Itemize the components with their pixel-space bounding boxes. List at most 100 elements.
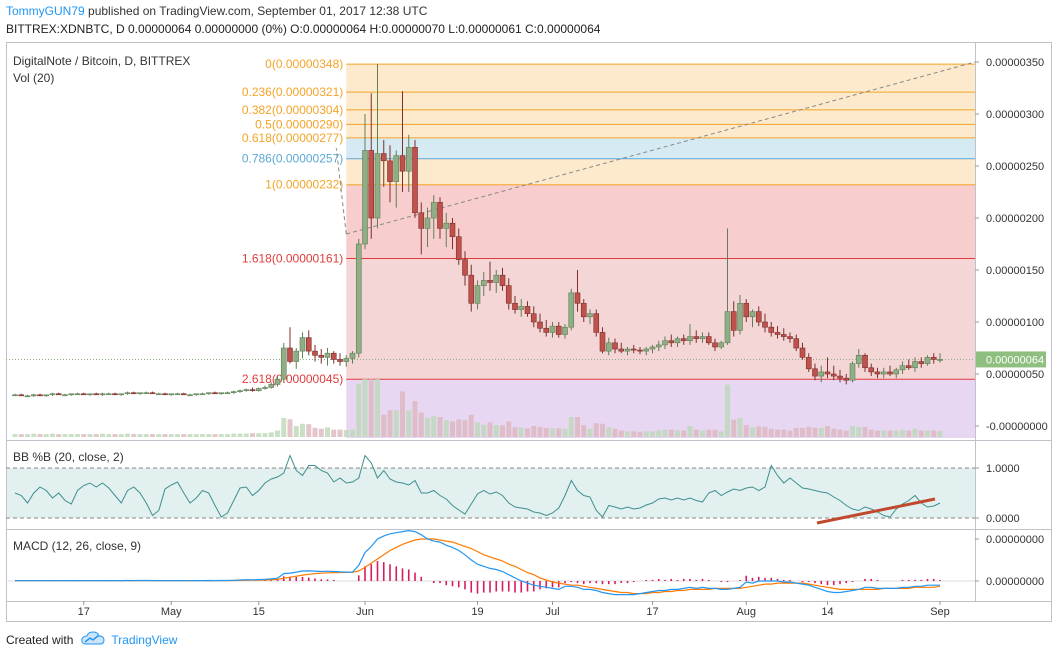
macd-tick-label: 0.00000000: [986, 576, 1044, 588]
candle-body: [474, 285, 481, 304]
volume-bar: [175, 434, 180, 437]
candle-body: [687, 336, 693, 342]
candle-body: [99, 393, 106, 396]
volume-bar: [806, 426, 812, 437]
candle-body: [330, 352, 337, 360]
candle-body: [693, 336, 700, 339]
candle-body: [418, 212, 425, 229]
bb-band-fill: [7, 468, 975, 518]
volume-bar: [562, 428, 568, 437]
candle-body: [343, 358, 350, 362]
bb-tick-label: 1.0000: [986, 463, 1020, 475]
macd-line: [14, 529, 940, 596]
candle-body: [549, 325, 556, 333]
volume-bar: [100, 433, 105, 437]
volume-bar: [162, 434, 168, 437]
volume-bar: [493, 425, 499, 437]
volume-bar: [400, 391, 405, 437]
volume-bar: [268, 432, 274, 437]
volume-bar: [812, 427, 818, 437]
volume-bar: [156, 434, 162, 437]
fib-level-label: 1(0.00000232): [265, 178, 343, 192]
volume-bar: [212, 434, 218, 437]
volume-bar: [625, 431, 630, 437]
tradingview-brand[interactable]: TradingView: [111, 632, 178, 647]
volume-bar: [675, 430, 680, 437]
volume-bar: [406, 410, 412, 437]
volume-bar: [568, 417, 574, 437]
bb-tick-label: 0.0000: [986, 513, 1020, 525]
candle-body: [605, 342, 612, 352]
volume-bar: [462, 420, 468, 437]
date-tick-label: Sep: [930, 606, 950, 618]
date-tick-label: 19: [471, 606, 483, 618]
volume-bar: [612, 428, 618, 437]
candle-body: [268, 384, 275, 388]
volume-bar: [856, 426, 862, 437]
volume-bar: [793, 427, 799, 437]
candle-body: [412, 146, 418, 214]
candle-body: [118, 393, 125, 396]
volume-bar: [506, 421, 512, 437]
candle-body: [443, 222, 450, 229]
candle-body: [124, 392, 131, 395]
candle-body: [74, 393, 81, 396]
volume-bar: [256, 433, 262, 437]
candle-body: [80, 393, 87, 396]
price-tick-label: -0.00000000: [986, 421, 1048, 433]
candle-body: [199, 393, 206, 396]
footer: Created with TradingView: [6, 631, 177, 648]
macd-tick-label: 0.00000000: [986, 534, 1044, 546]
volume-bar: [125, 433, 130, 437]
bb-percent-line: [14, 454, 941, 518]
candle-body: [224, 392, 231, 395]
volume-bar: [306, 424, 312, 437]
volume-bar: [300, 423, 305, 437]
volume-bar: [293, 426, 299, 437]
volume-bar: [456, 419, 462, 437]
volume-bar: [187, 434, 193, 437]
date-tick-label: 15: [253, 606, 265, 618]
candle-body: [274, 378, 281, 385]
candle-body: [355, 243, 362, 354]
candle-body: [218, 392, 225, 395]
fib-level-label: 0(0.00000348): [265, 57, 343, 71]
volume-bar: [893, 430, 899, 437]
candle-body: [174, 393, 181, 396]
price-tick-label: 0.00000200: [986, 213, 1044, 225]
candle-body: [637, 349, 643, 352]
candle-body: [893, 369, 900, 375]
volume-bar: [731, 419, 737, 437]
volume-bar: [550, 428, 555, 437]
candle-body: [480, 280, 487, 286]
volume-bar: [318, 428, 324, 437]
volume-bar: [231, 433, 237, 437]
volume-bar: [618, 430, 624, 437]
candle-body: [387, 160, 393, 182]
volume-bar: [312, 427, 318, 437]
volume-bar: [750, 427, 755, 437]
volume-bar: [775, 429, 780, 437]
volume-bar: [862, 426, 868, 437]
candle-body: [837, 375, 843, 379]
price-tick-label: 0.00000100: [986, 317, 1044, 329]
candle-body: [130, 392, 137, 395]
price-tick-label: 0.00000150: [986, 265, 1044, 277]
date-tick-label: 14: [821, 606, 833, 618]
date-tick-label: 17: [78, 606, 90, 618]
candle-body: [55, 393, 62, 396]
candle-body: [455, 236, 462, 260]
candle-body: [399, 155, 406, 172]
fib-zone: [346, 184, 975, 259]
volume-bar: [331, 429, 337, 437]
macd-label: MACD (12, 26, close, 9): [13, 539, 141, 553]
author-name[interactable]: TommyGUN79: [6, 4, 85, 18]
volume-bar: [25, 434, 30, 437]
candle-body: [612, 342, 618, 350]
candle-body: [243, 389, 250, 391]
candle-body: [312, 350, 318, 356]
candle-body: [812, 368, 818, 377]
candle-body: [774, 332, 781, 335]
candle-body: [574, 292, 581, 304]
